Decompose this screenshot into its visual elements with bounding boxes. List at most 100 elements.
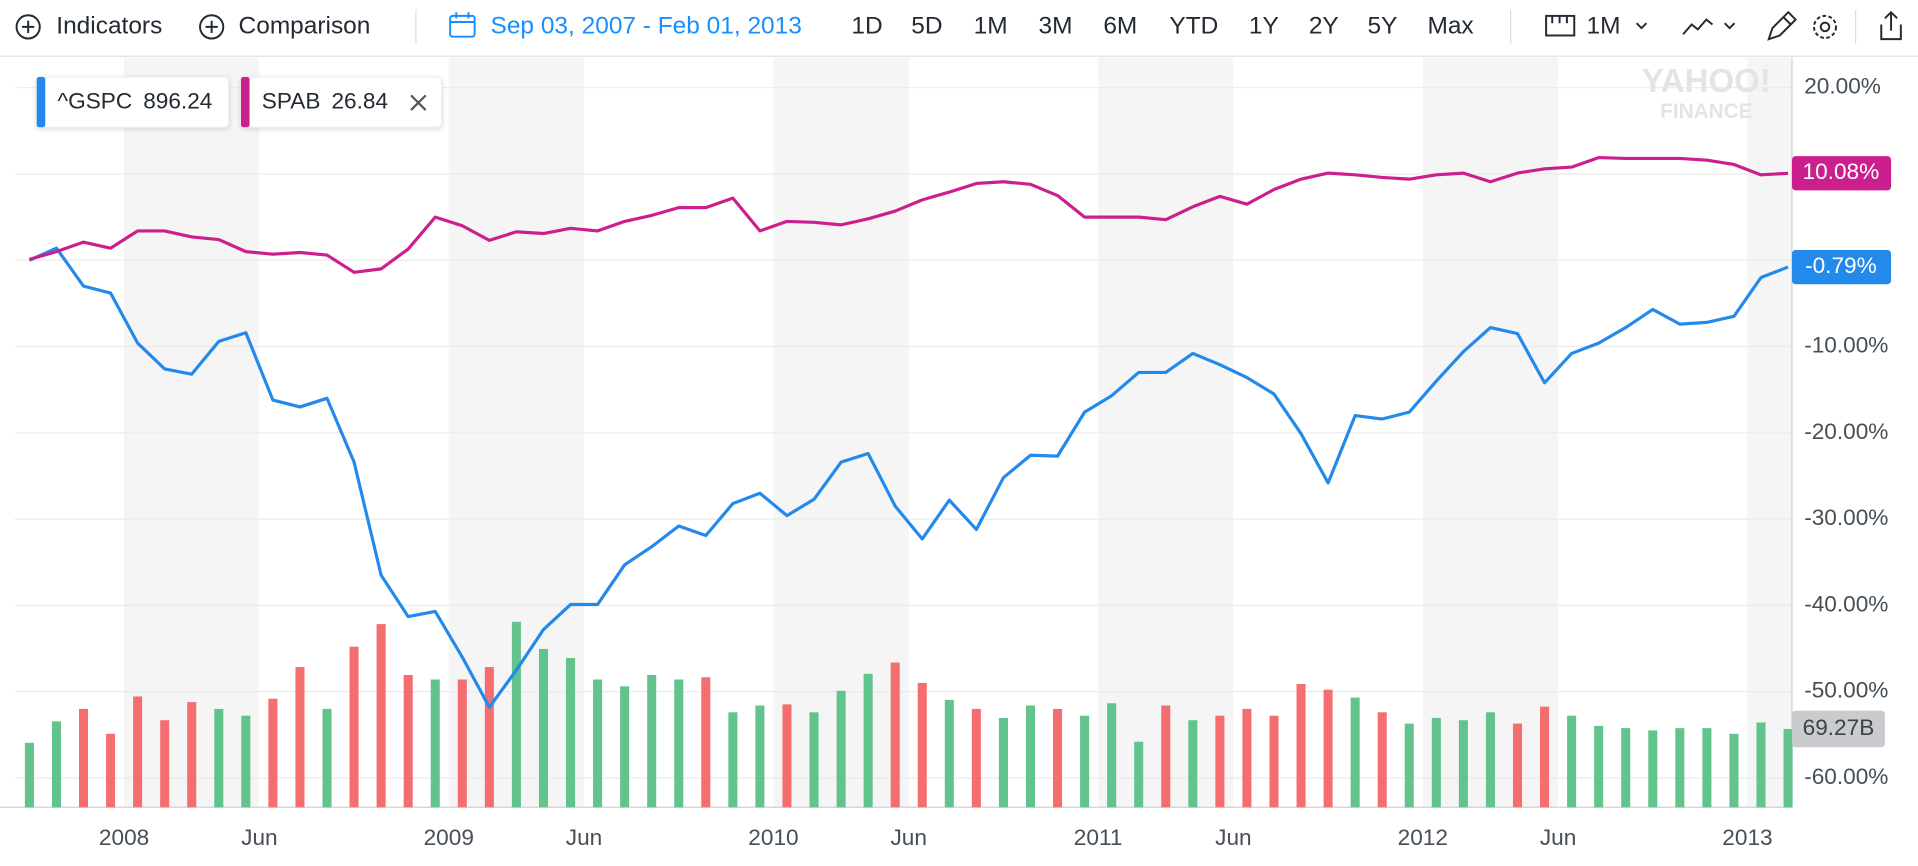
watermark: FINANCE: [1660, 100, 1752, 123]
legend-price: 896.24: [143, 89, 212, 114]
y-tick-label: 20.00%: [1804, 74, 1881, 99]
chevron: [1724, 22, 1736, 30]
x-tick-label: Jun: [890, 825, 926, 850]
range-button[interactable]: 2Y: [1309, 12, 1339, 39]
chevron: [1635, 22, 1648, 30]
volume-bar: [133, 696, 143, 808]
calendar-icon: [449, 14, 476, 38]
indicators-button[interactable]: Indicators: [15, 12, 163, 40]
series-line: [28, 246, 1789, 709]
plus-icon: [22, 20, 35, 34]
volume-bar: [376, 624, 386, 808]
volume-bar: [917, 682, 927, 808]
plus-icon: [205, 20, 218, 34]
value-badge-label: -0.79%: [1805, 253, 1877, 278]
volume-bar: [701, 677, 711, 808]
volume-bar: [1431, 717, 1441, 808]
volume-bar: [1188, 720, 1198, 808]
draw-button[interactable]: [1767, 10, 1798, 41]
plot-area: 20.00%10.00%0.00%-10.00%-20.00%-30.00%-4…: [0, 57, 1892, 850]
volume-bar: [890, 662, 900, 808]
volume-bar: [782, 704, 792, 808]
volume-bar: [241, 715, 251, 808]
volume-bar: [484, 667, 494, 808]
value-badge: [1791, 156, 1892, 191]
comparison-button[interactable]: Comparison: [199, 12, 371, 40]
volume-badge-label: 69.27B: [1803, 715, 1875, 740]
date-range-button[interactable]: Sep 03, 2007 - Feb 01, 2013: [449, 12, 802, 39]
volume-bar: [1756, 722, 1766, 808]
volume-bar: [1540, 706, 1550, 808]
volume-bar: [457, 679, 467, 808]
y-tick-label: -60.00%: [1804, 764, 1888, 789]
volume-bar: [187, 702, 197, 808]
volume-bar: [349, 646, 359, 808]
range-button[interactable]: 5Y: [1368, 12, 1398, 39]
volume-bar: [1512, 723, 1523, 808]
y-tick-label: -40.00%: [1804, 591, 1888, 616]
series-line: [28, 155, 1789, 274]
value-badge: [1791, 249, 1892, 285]
range-button[interactable]: Max: [1427, 12, 1473, 39]
x-tick-label: Jun: [241, 825, 277, 850]
volume-bar: [1485, 712, 1495, 808]
interval-button[interactable]: 1M: [1545, 12, 1648, 39]
volume-bar: [1350, 697, 1360, 808]
volume-bar: [971, 708, 981, 808]
legend-name: ^GSPC: [58, 89, 133, 114]
watermark: YAHOO!: [1642, 62, 1771, 99]
x-tick-label: 2010: [748, 825, 798, 850]
volume-bar: [620, 686, 630, 808]
x-tick-label: Jun: [566, 825, 602, 850]
chart-type-button[interactable]: [1682, 18, 1736, 35]
volume-bar: [944, 699, 954, 808]
volume-bar: [322, 708, 332, 808]
volume-bar: [430, 679, 440, 808]
toolbar: Indicators Comparison Sep 03, 2007 - Feb…: [15, 9, 1902, 45]
x-tick-label: 2012: [1398, 825, 1448, 850]
volume-bar: [728, 712, 738, 808]
x-tick-label: Jun: [1215, 825, 1251, 850]
legend-item[interactable]: ^GSPC 896.24: [36, 76, 230, 128]
volume-bar: [836, 690, 846, 808]
range-button[interactable]: 1M: [974, 12, 1008, 39]
range-button[interactable]: YTD: [1169, 12, 1218, 39]
volume-bar: [647, 674, 657, 808]
volume-bar: [1107, 703, 1117, 808]
volume-bar: [295, 667, 305, 808]
volume-bar: [268, 698, 278, 808]
volume-bar: [1296, 684, 1306, 808]
share-button[interactable]: [1880, 10, 1902, 41]
range-button[interactable]: 5D: [911, 12, 942, 39]
legend-price: 26.84: [331, 89, 388, 114]
volume-badge: [1791, 710, 1885, 748]
volume-bar: [160, 720, 170, 808]
comparison-label: Comparison: [239, 12, 371, 39]
range-button[interactable]: 1D: [851, 12, 882, 39]
volume-bar: [538, 648, 548, 808]
settings-button[interactable]: [1813, 14, 1837, 39]
remove-button[interactable]: [410, 94, 427, 111]
volume-bar: [1323, 689, 1333, 808]
volume-bar: [214, 708, 224, 808]
volume-bar: [1053, 708, 1063, 808]
volume-bar: [1269, 715, 1279, 808]
volume-bar: [1567, 715, 1577, 808]
volume-bar: [511, 621, 521, 808]
calendar-icon: [450, 12, 475, 23]
volume-bar: [809, 712, 819, 808]
volume-bar: [1594, 725, 1604, 808]
volume-bar: [51, 721, 61, 808]
x-tick-label: 2009: [424, 825, 474, 850]
range-button[interactable]: 3M: [1039, 12, 1073, 39]
volume-bar: [78, 708, 89, 808]
volume-bar: [1134, 741, 1144, 808]
legend-item[interactable]: SPAB 26.84: [240, 76, 443, 128]
volume-bar: [998, 717, 1008, 808]
range-button[interactable]: 1Y: [1249, 12, 1279, 39]
range-button[interactable]: 6M: [1103, 12, 1137, 39]
interval-label: 1M: [1586, 12, 1620, 39]
range-buttons: 1D 5D 1M 3M 6M YTD 1Y 2Y 5Y Max: [851, 12, 1473, 39]
